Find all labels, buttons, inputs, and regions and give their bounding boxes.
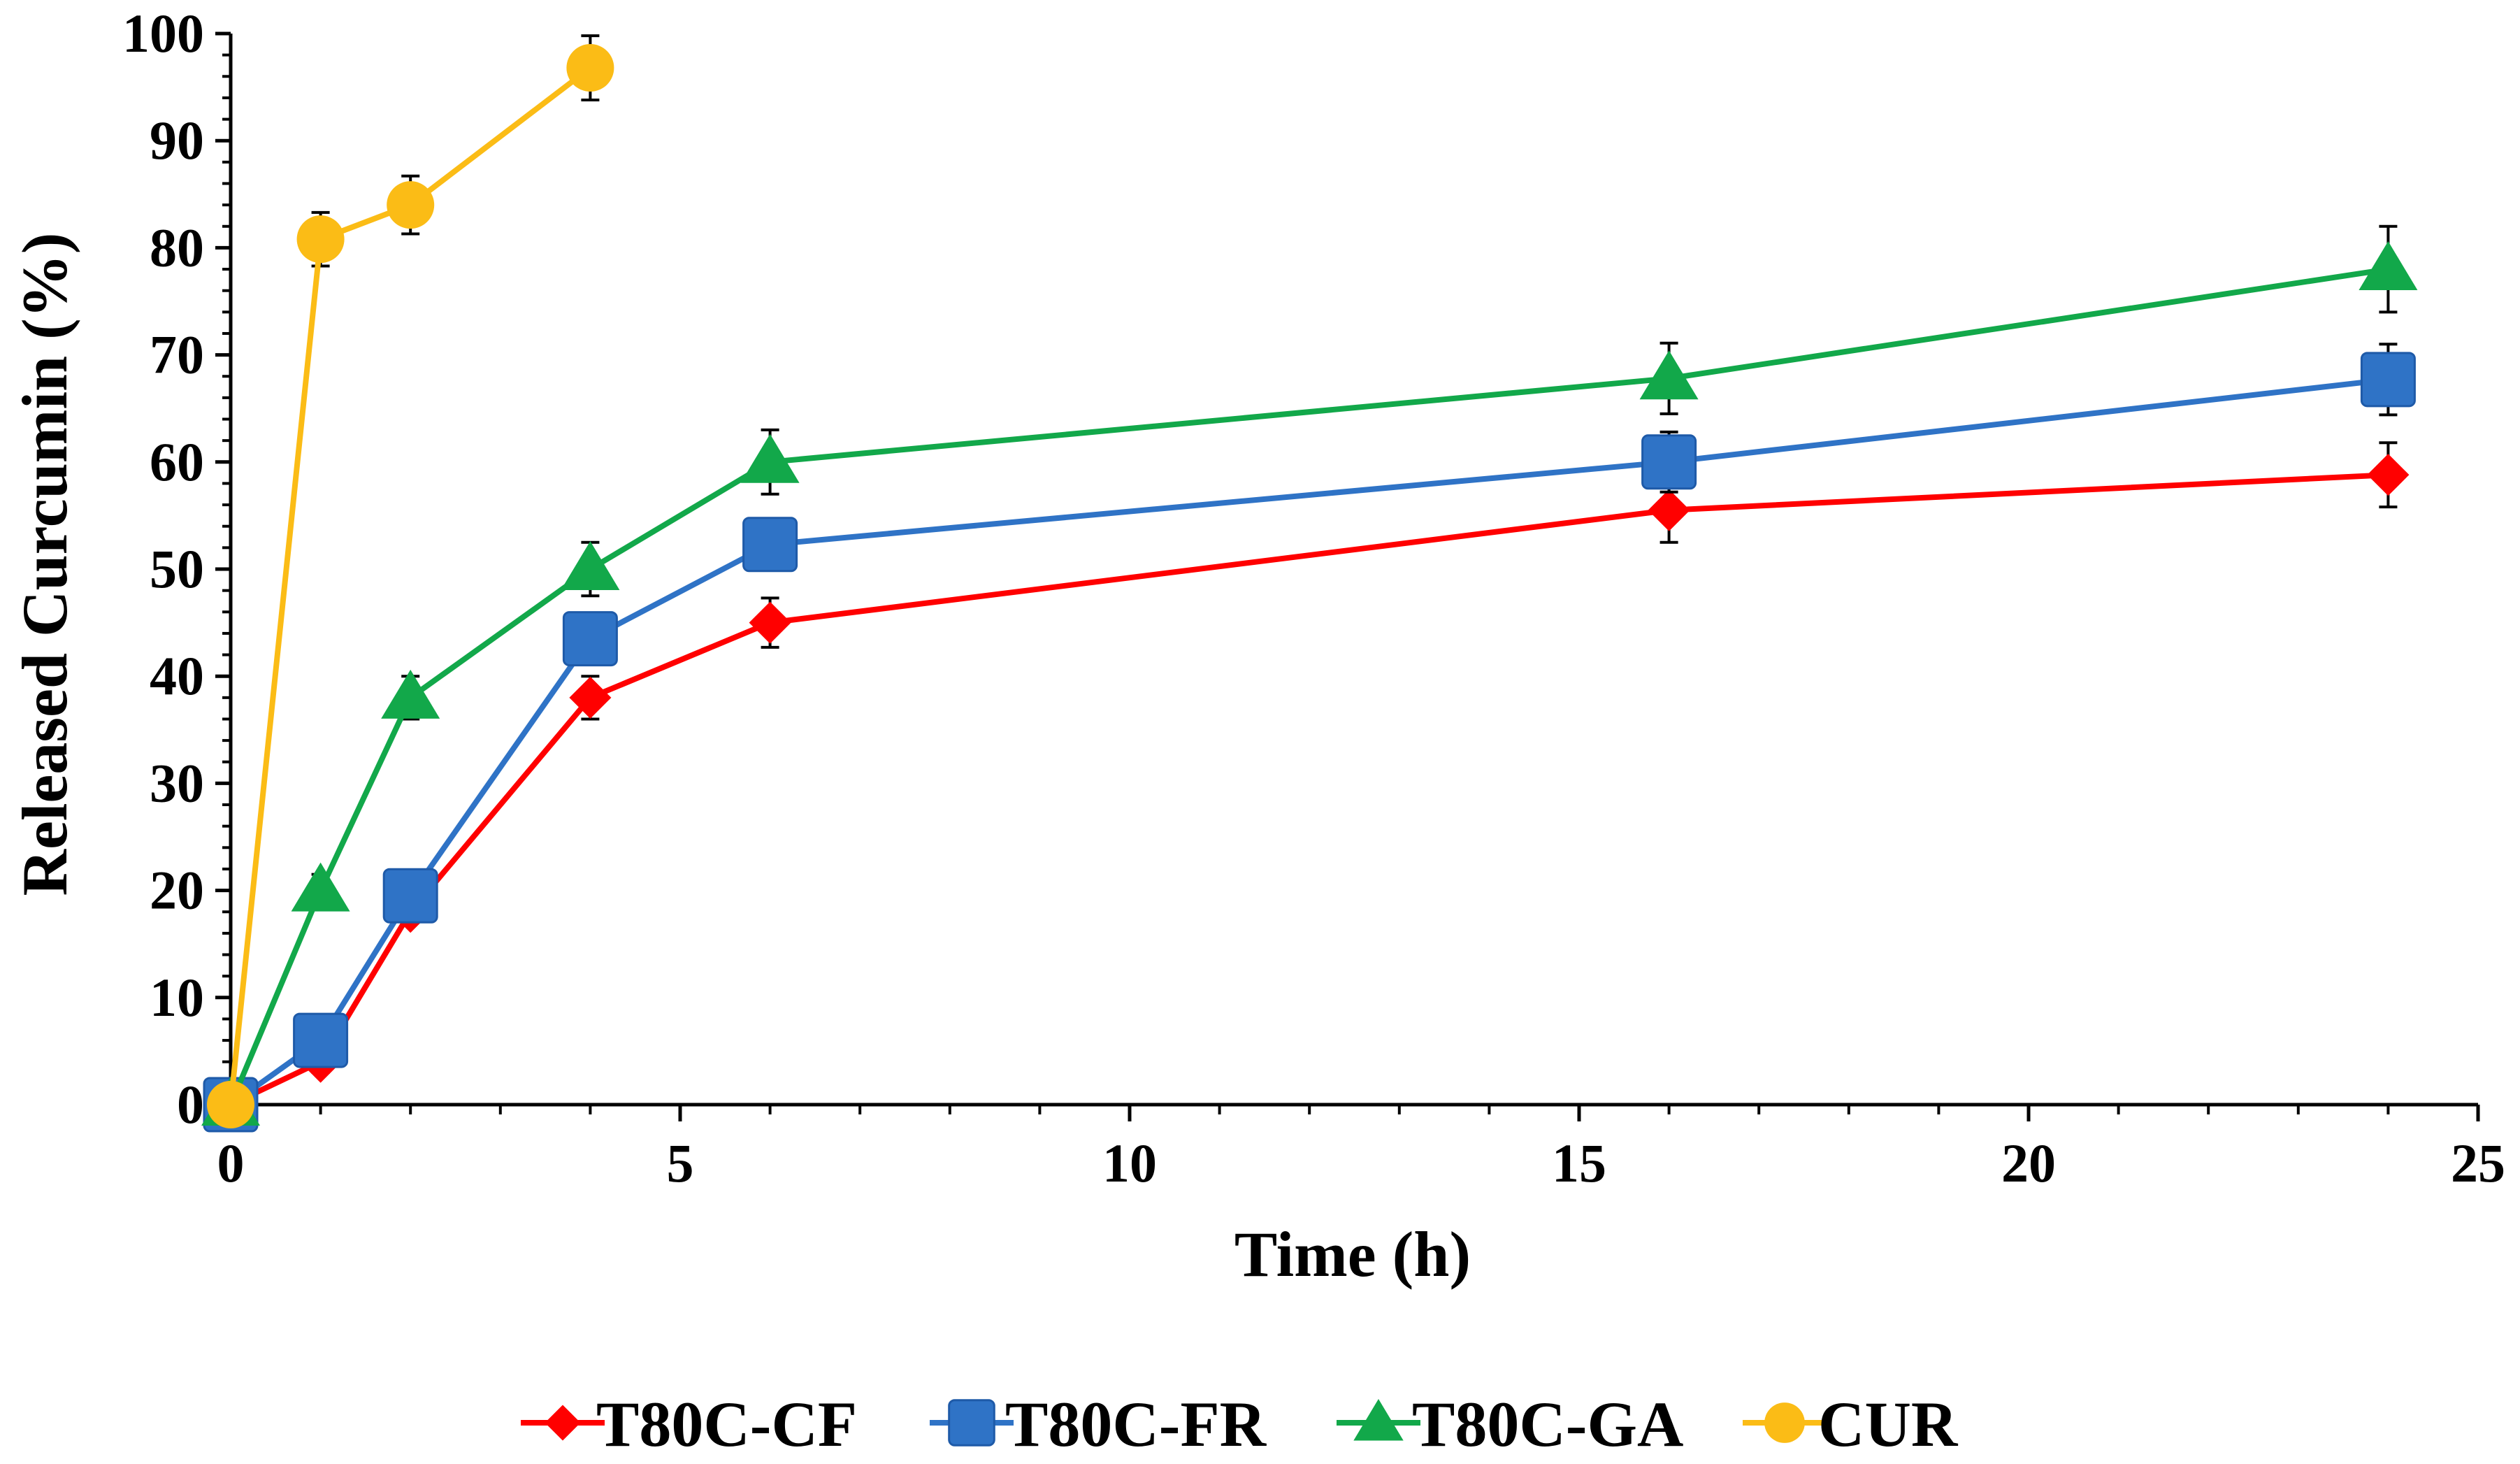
data-point [207, 1081, 254, 1128]
data-point [1639, 350, 1699, 400]
series-t80c-fr [203, 343, 2416, 1133]
y-tick-label: 30 [150, 752, 204, 813]
x-tick-label: 10 [1102, 1133, 1157, 1193]
x-tick-label: 15 [1552, 1133, 1606, 1193]
y-tick-label: 70 [150, 324, 204, 385]
data-point [569, 676, 612, 719]
y-tick-label: 20 [150, 860, 204, 921]
data-point [742, 517, 798, 573]
data-point [566, 44, 614, 92]
data-point [296, 215, 345, 264]
data-point [382, 868, 438, 924]
y-tick-label: 40 [150, 645, 204, 706]
legend-marker [1764, 1402, 1805, 1443]
legend-marker [1353, 1399, 1404, 1441]
legend-label: CUR [1818, 1388, 1959, 1460]
y-tick-label: 50 [150, 538, 204, 599]
data-point [2359, 241, 2418, 291]
legend-item-t80c-fr: T80C-FR [930, 1388, 1267, 1460]
data-point [1648, 489, 1690, 531]
x-tick-label: 5 [667, 1133, 694, 1193]
data-point [293, 1012, 349, 1068]
y-tick-label: 80 [150, 217, 204, 278]
x-tick-label: 20 [2001, 1133, 2056, 1193]
legend-marker [545, 1405, 581, 1441]
legend-item-t80c-ga: T80C-GA [1337, 1388, 1683, 1460]
legend-item-cur: CUR [1743, 1388, 1959, 1460]
data-point [562, 611, 618, 667]
legend-label: T80C-CF [596, 1388, 857, 1460]
y-tick-label: 60 [150, 431, 204, 492]
data-point [1641, 434, 1697, 490]
y-axis-title: Released Curcumin (%) [9, 233, 80, 896]
y-tick-label: 100 [122, 3, 204, 64]
data-point [749, 601, 791, 644]
legend-label: T80C-FR [1005, 1388, 1267, 1460]
data-point [291, 862, 350, 912]
legend: T80C-CF T80C-FR T80C-GA CUR [521, 1388, 1959, 1460]
series-cur [207, 34, 614, 1128]
data-point [381, 669, 440, 719]
data-point [2367, 454, 2410, 496]
axes-layer: 0 10 20 30 40 50 60 70 80 90 100 0 5 10 15 20 25 [122, 3, 2505, 1193]
legend-label: T80C-GA [1412, 1388, 1683, 1460]
series-line [229, 472, 2389, 1107]
legend-item-t80c-cf: T80C-CF [521, 1388, 857, 1460]
x-tick-label: 0 [217, 1133, 245, 1193]
y-tick-label: 10 [150, 967, 204, 1028]
legend-marker [948, 1399, 995, 1447]
x-tick-label: 25 [2451, 1133, 2505, 1193]
x-axis-title: Time (h) [1234, 1219, 1471, 1290]
data-point [740, 433, 800, 483]
data-point [561, 541, 620, 590]
data-point [387, 181, 435, 229]
data-point [2360, 352, 2416, 408]
series-layer [201, 34, 2418, 1133]
y-tick-label: 90 [150, 110, 204, 171]
series-line [228, 65, 592, 1105]
series-t80c-cf [210, 441, 2410, 1126]
y-tick-label: 0 [177, 1074, 204, 1135]
series-t80c-ga [201, 224, 2418, 1126]
